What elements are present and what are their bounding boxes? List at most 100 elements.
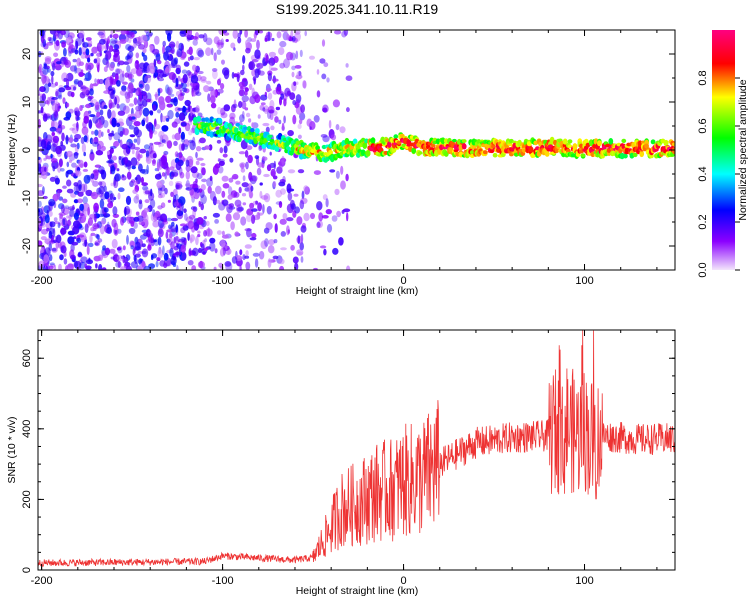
spectrogram-cell <box>259 190 263 199</box>
spectrogram-cell <box>205 220 210 227</box>
spectrogram-cell <box>110 30 114 35</box>
spectrogram-cell <box>82 168 89 172</box>
spectrogram-cell <box>95 101 100 111</box>
spectrogram-cell <box>671 142 675 147</box>
spectrogram-cell <box>223 69 230 80</box>
spectrogram-cell <box>320 134 328 138</box>
spectrogram-cell <box>78 184 82 192</box>
spectrogram-cell <box>70 143 77 148</box>
spectrogram-cell <box>108 45 114 52</box>
spectrogram-cell <box>124 205 131 215</box>
spectrogram-cell <box>326 77 330 83</box>
spectrogram-cell <box>122 81 128 85</box>
spectrogram-cell <box>251 175 258 182</box>
spectrogram-cell <box>158 187 162 196</box>
spectrogram-cell <box>167 199 171 203</box>
spectrogram-ytick-label: 20 <box>21 48 33 60</box>
spectrogram-cell <box>53 110 59 121</box>
spectrogram-cell <box>267 258 272 268</box>
spectrogram-cell <box>161 115 166 123</box>
spectrogram-cell <box>171 169 179 177</box>
spectrogram-cell <box>87 39 93 48</box>
spectrogram-cell <box>222 199 229 206</box>
spectrogram-cell <box>201 243 205 251</box>
spectrogram-cell <box>180 227 186 234</box>
spectrogram-cell <box>199 137 206 144</box>
spectrogram-cell <box>196 146 202 152</box>
spectrogram-cell <box>94 240 101 247</box>
spectrogram-cell <box>319 245 327 249</box>
spectrogram-cell <box>130 31 136 38</box>
spectrogram-cell <box>56 234 62 244</box>
spectrogram-cell <box>109 34 113 38</box>
spectrogram-cell <box>60 204 65 214</box>
spectrogram-cell <box>73 212 79 221</box>
spectrogram-cell <box>135 67 143 77</box>
spectrogram-cell <box>259 104 265 111</box>
spectrogram-cell <box>221 175 229 182</box>
spectrogram-cell <box>52 227 56 238</box>
spectrogram-cell <box>73 260 79 269</box>
spectrogram-cell <box>241 95 249 102</box>
spectrogram-cell <box>650 139 656 145</box>
spectrogram-cell <box>44 57 52 65</box>
spectrogram-cell <box>231 256 238 264</box>
spectrogram-cell <box>144 199 150 204</box>
spectrogram-cell <box>196 173 203 180</box>
spectrogram-cell <box>440 137 446 145</box>
spectrogram-cell <box>352 138 358 145</box>
spectrogram-cell <box>62 97 66 104</box>
spectrogram-cell <box>80 136 85 145</box>
spectrogram-cell <box>81 126 89 135</box>
spectrogram-cell <box>107 109 112 119</box>
spectrogram-cell <box>233 127 239 134</box>
spectrogram-cell <box>297 134 302 139</box>
spectrogram-cell <box>217 165 224 174</box>
spectrogram-cell <box>186 81 190 87</box>
spectrogram-cell <box>205 47 212 57</box>
spectrogram-cell <box>172 194 177 205</box>
spectrogram-cell <box>145 123 149 130</box>
spectrogram-cell <box>81 143 86 153</box>
spectrogram-cell <box>129 143 136 150</box>
spectrogram-cell <box>40 34 45 44</box>
spectrogram-cell <box>60 125 66 130</box>
spectrogram-cell <box>80 256 88 264</box>
spectrogram-cell <box>335 124 340 131</box>
spectrogram-cell <box>186 216 194 224</box>
spectrogram-cell <box>284 87 291 97</box>
spectrogram-cell <box>156 161 160 172</box>
spectrogram-cell <box>343 30 349 36</box>
spectrogram-cell <box>130 245 134 250</box>
spectrogram-cell <box>165 117 170 122</box>
spectrogram-cell <box>192 247 199 257</box>
spectrogram-cell <box>48 230 53 239</box>
spectrogram-cell <box>67 219 71 226</box>
spectrogram-cell <box>175 181 183 185</box>
spectrogram-cell <box>199 260 204 269</box>
spectrogram-cell <box>411 147 417 154</box>
spectrogram-cell <box>69 127 75 131</box>
spectrogram-cell <box>291 35 296 42</box>
spectrogram-cell <box>116 255 124 262</box>
spectrogram-cell <box>245 112 251 118</box>
spectrogram-cell <box>452 138 457 143</box>
spectrogram-cell <box>68 108 74 114</box>
spectrogram-ytick-label: 10 <box>21 96 33 108</box>
snr-xlabel: Height of straight line (km) <box>296 585 419 597</box>
spectrogram-cell <box>153 58 157 67</box>
spectrogram-cell <box>82 209 88 218</box>
spectrogram-cell <box>242 254 246 261</box>
spectrogram-cell <box>125 195 132 205</box>
spectrogram-cell <box>152 153 157 159</box>
spectrogram-cell <box>270 125 275 131</box>
spectrogram-cell <box>52 135 60 144</box>
spectrogram-cell <box>148 121 153 132</box>
spectrogram-cell <box>303 212 310 222</box>
spectrogram-cell <box>109 64 115 71</box>
spectrogram-cell <box>299 242 305 251</box>
spectrogram-cell <box>170 57 177 67</box>
spectrogram-cell <box>225 213 232 223</box>
spectrogram-cell <box>254 68 260 79</box>
spectrogram-cell <box>174 251 181 256</box>
